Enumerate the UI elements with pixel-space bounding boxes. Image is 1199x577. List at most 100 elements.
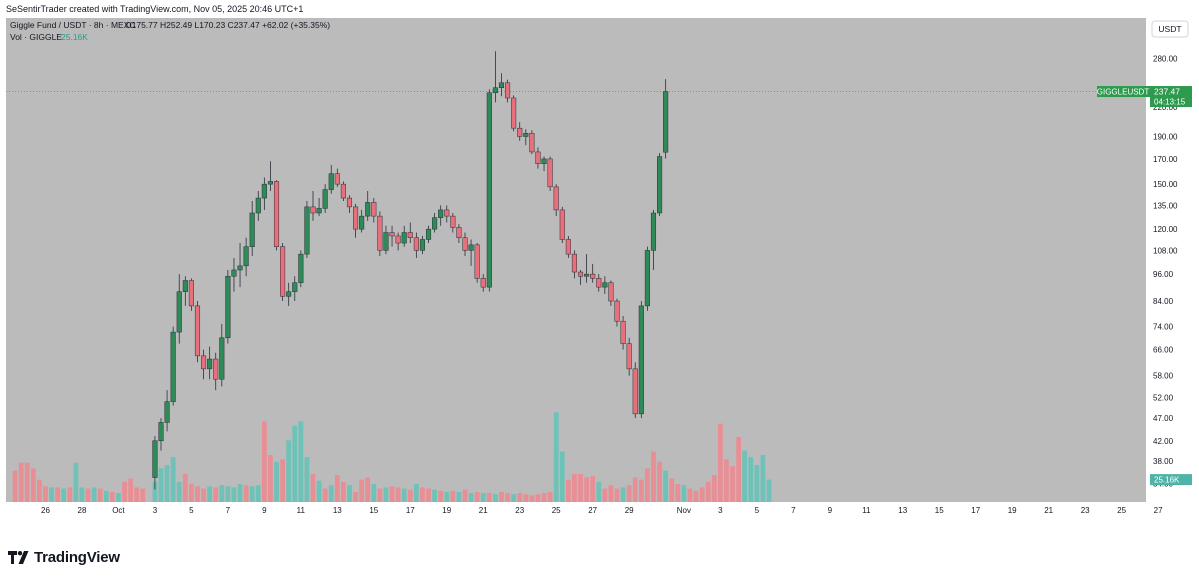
price-tick-label: 74.00 (1153, 323, 1174, 332)
volume-bar (742, 450, 748, 502)
candle (377, 211, 383, 257)
candle (316, 198, 322, 217)
volume-bar (407, 489, 413, 502)
candle (577, 269, 584, 285)
volume-bar (73, 462, 79, 502)
volume-bar (116, 493, 121, 502)
legend-volume-value: 25.16K (61, 32, 88, 42)
candle (425, 225, 432, 244)
legend-symbol[interactable]: Giggle Fund / USDT · 8h · MEXC (10, 20, 136, 30)
time-tick-label: 11 (297, 506, 306, 515)
volume-bar (547, 491, 553, 502)
time-tick-label: 25 (1117, 506, 1126, 515)
candle (249, 200, 255, 257)
volume-bar (225, 486, 231, 502)
price-tick-label: 84.00 (1153, 297, 1174, 306)
candle (535, 147, 541, 169)
time-tick-label: 26 (41, 506, 50, 515)
volume-bar (280, 459, 285, 502)
tradingview-wordmark: TradingView (34, 549, 120, 566)
time-tick-label: 7 (791, 506, 796, 515)
candle (584, 254, 590, 283)
volume-bar (693, 490, 699, 502)
volume-bar (310, 474, 316, 502)
candle (590, 263, 596, 283)
candle (340, 181, 346, 201)
time-tick-label: 27 (1154, 506, 1163, 515)
price-tick-label: 170.00 (1153, 155, 1178, 164)
time-tick-label: 21 (479, 506, 488, 515)
price-tick-label: 38.00 (1153, 457, 1174, 466)
volume-bar (754, 465, 760, 502)
chart-pane[interactable]: 34.0038.0042.0047.0052.0058.0066.0074.00… (6, 18, 1192, 518)
time-axis[interactable]: 26 28 Oct 3 5 7 9 11 13 15 17 19 21 23 25 27 29 Nov 3 5 7 9 11… (41, 506, 1163, 515)
volume-bar (213, 487, 219, 502)
time-tick-label: Nov (677, 506, 691, 515)
currency-button[interactable]: USDT (1151, 20, 1189, 38)
volume-bar (486, 493, 492, 502)
volume-bar (395, 487, 401, 502)
volume-bar (328, 485, 334, 502)
time-axis-area (6, 502, 1192, 518)
candle (456, 224, 462, 244)
candle (237, 243, 243, 288)
volume-bar (450, 490, 456, 502)
candle (474, 243, 480, 283)
candle (486, 89, 492, 292)
volume-bar (231, 487, 237, 502)
volume-bar (572, 474, 577, 502)
candle (498, 73, 505, 97)
tradingview-logo[interactable]: TradingView (8, 549, 120, 566)
candle (596, 274, 602, 292)
volume-bar (724, 459, 729, 502)
volume-bar (24, 462, 30, 502)
price-tick-label: 150.00 (1153, 180, 1178, 189)
volume-bar (128, 478, 133, 502)
volume-bar (420, 487, 425, 502)
volume-bar (584, 477, 589, 502)
volume-bar (736, 437, 741, 502)
volume-bar (383, 487, 389, 502)
candle (523, 129, 529, 146)
volume-bar (140, 488, 146, 502)
candle (657, 153, 663, 217)
price-tick-label: 190.00 (1153, 132, 1178, 141)
candle (444, 205, 450, 223)
volume-bar (620, 487, 626, 502)
volume-bar (79, 487, 85, 502)
volume-bar (456, 491, 462, 502)
volume-bar (675, 484, 681, 502)
candle (663, 79, 669, 159)
candle (492, 51, 498, 103)
candle (547, 156, 553, 191)
volume-bar (401, 488, 407, 502)
volume-bar (134, 487, 140, 502)
volume-bar (109, 491, 115, 502)
candlestick-chart[interactable]: 34.0038.0042.0047.0052.0058.0066.0074.00… (6, 18, 1192, 518)
candle (243, 237, 249, 277)
candle (273, 180, 280, 251)
volume-bar (298, 421, 304, 502)
time-tick-label: 13 (898, 506, 907, 515)
volume-bar (195, 486, 200, 502)
volume-bar (292, 425, 298, 502)
time-tick-label: 5 (755, 506, 760, 515)
candle (565, 235, 571, 258)
candle (614, 298, 620, 327)
time-tick-label: 19 (442, 506, 451, 515)
candle (359, 209, 365, 233)
candle (480, 274, 486, 292)
candle (632, 362, 638, 419)
time-tick-label: 27 (588, 506, 597, 515)
volume-bar (91, 487, 97, 502)
price-tick-label: 58.00 (1153, 372, 1174, 381)
price-tick-label: 47.00 (1153, 414, 1174, 423)
candle (201, 349, 207, 380)
candle (310, 190, 316, 221)
time-tick-label: 13 (333, 506, 342, 515)
volume-bar (170, 457, 176, 502)
volume-bar (243, 485, 249, 502)
legend-volume-label[interactable]: Vol · GIGGLE (10, 32, 62, 42)
volume-bar (426, 488, 431, 502)
time-tick-label: 21 (1044, 506, 1053, 515)
